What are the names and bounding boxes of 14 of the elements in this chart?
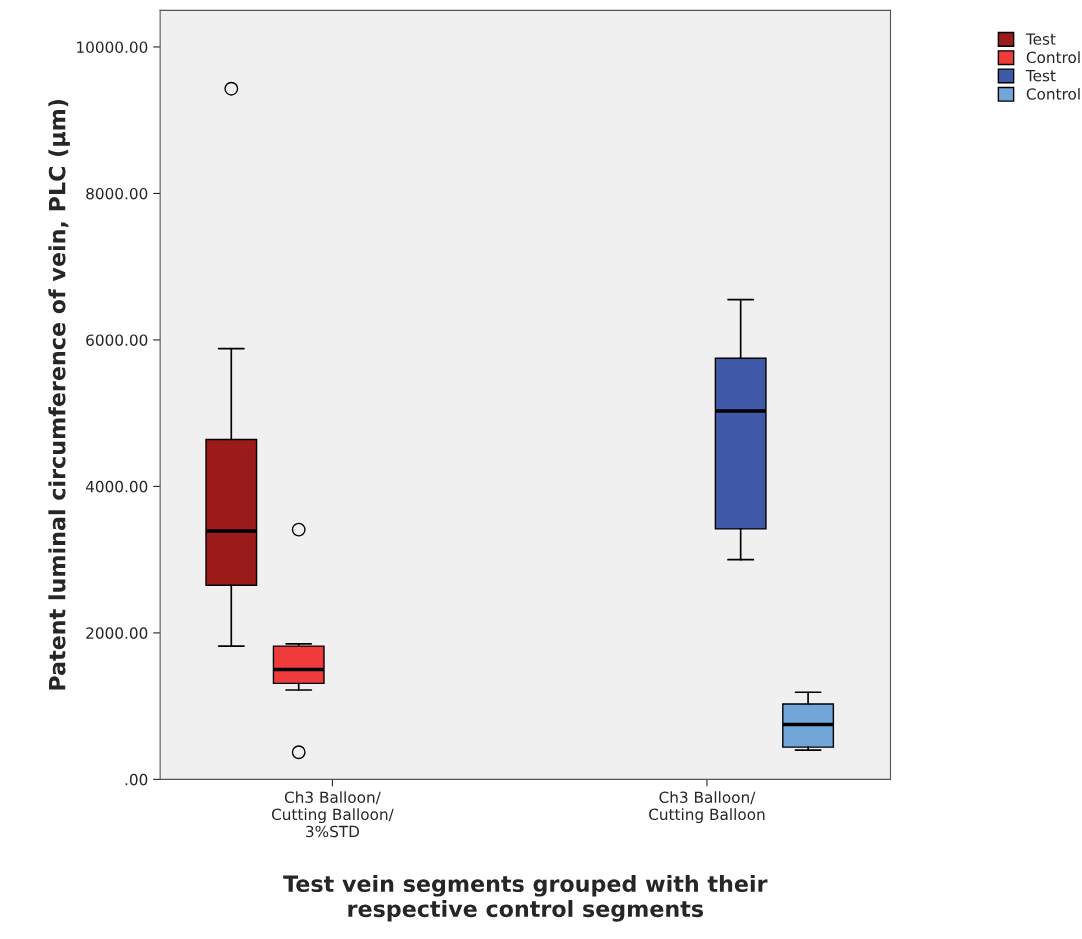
legend-label: Test (1025, 33, 1056, 45)
legend-label: Control (1026, 87, 1080, 100)
y-axis-title: Patent luminal circumference of vein, PLC (µm) (48, 99, 70, 690)
y-tick-label: .00 (125, 773, 148, 786)
x-tick-label: Ch3 Balloon/ Cutting Balloon/ 3%STD (271, 791, 394, 838)
y-tick-label: 2000.00 (86, 627, 148, 639)
x-tick-label: Ch3 Balloon/ Cutting Balloon (649, 791, 765, 824)
legend-label: Test (1025, 70, 1056, 82)
y-tick-label: 4000.00 (85, 480, 148, 493)
legend-label: Control (1026, 51, 1080, 64)
y-tick-label: 8000.00 (86, 187, 148, 200)
y-tick-label: 6000.00 (86, 334, 148, 346)
y-tick-label: 10000.00 (77, 41, 148, 53)
x-axis-title: Test vein segments grouped with their respective control segments (283, 874, 768, 922)
